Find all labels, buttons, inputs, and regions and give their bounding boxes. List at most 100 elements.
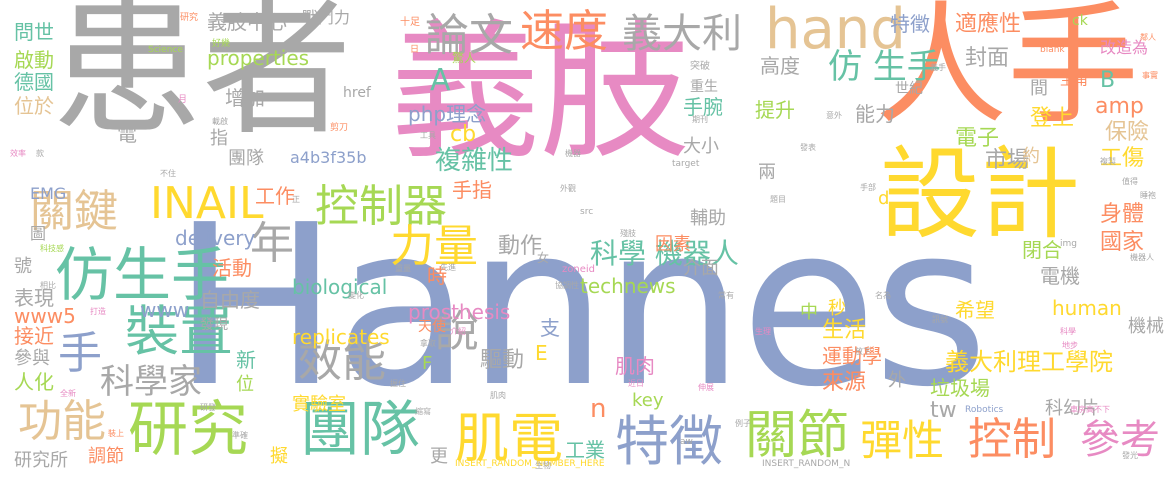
word-chongsheng: 重生	[690, 79, 718, 95]
word-cankao: 參考	[1080, 417, 1160, 463]
word-biological: biological	[292, 275, 388, 299]
word-inail: INAIL	[150, 178, 264, 229]
word-suoxie: 縮寫	[415, 407, 431, 416]
word-yue: 約	[1022, 146, 1040, 167]
word-kuan: 款	[36, 149, 44, 158]
word-php: php理念	[408, 102, 487, 126]
word-kexue-jiqiren: 科學 機器人	[590, 237, 739, 270]
word-liang: 兩	[758, 162, 776, 183]
word-gongneng: 功能	[18, 396, 106, 447]
word-biaoxian: 表現	[14, 286, 54, 310]
word-jiqi: 機器	[565, 149, 581, 158]
word-dianzi: 電子	[955, 126, 1000, 151]
word-kejigan: 科技感	[40, 244, 64, 253]
word-xietiaoxing: 協調性	[555, 281, 579, 290]
word-target: target	[672, 159, 700, 169]
word-shishi: 事實	[1142, 71, 1158, 80]
word-jirou: 肌肉	[615, 354, 655, 378]
word-prosthesis: prosthesis	[408, 300, 511, 324]
word-ck: ck	[1072, 13, 1088, 29]
word-lizi: 例子	[735, 419, 751, 428]
word-liliang: 力量	[390, 221, 478, 272]
word-shenti: 身體	[1100, 202, 1145, 227]
word-haoji: 好幾	[212, 39, 231, 49]
word-shiyanshi: 實驗室	[292, 394, 346, 415]
word-dianji: 電機	[1040, 264, 1080, 288]
word-jinri: 近日	[628, 379, 644, 388]
word-xiwang: 希望	[955, 298, 995, 322]
word-src: src	[580, 207, 594, 217]
word-canzhi: 殘肢	[620, 229, 636, 238]
word-fengmian: 封面	[965, 46, 1010, 71]
word-f: F	[422, 353, 433, 374]
word-faguang: 發光	[1122, 451, 1138, 460]
word-gaodu: 高度	[760, 54, 800, 78]
word-replicates: replicates	[292, 325, 390, 349]
word-zhandouli: 戰鬥力	[302, 8, 351, 27]
word-dian: 電	[117, 122, 137, 146]
word-gongju: 工具	[420, 131, 436, 140]
word-xianjin: 先進	[440, 263, 456, 272]
word-nv: 女	[537, 251, 550, 265]
word-changyou: 常有	[718, 291, 734, 300]
word-tianshi: 天使	[418, 319, 446, 335]
word-nengli: 能力	[855, 102, 895, 126]
word-naqu: 拿取	[420, 339, 436, 348]
word-zhide: 值得	[1122, 177, 1138, 186]
word-blank: blank	[1040, 45, 1065, 55]
word-zhuangshang: 裝上	[108, 429, 124, 438]
word-guanjie: 關節	[745, 406, 850, 466]
word-n: n	[590, 394, 607, 424]
word-yanfa: 研發	[200, 403, 216, 412]
word-hannes: Hannes	[172, 178, 989, 436]
word-dongzuo: 動作	[498, 234, 543, 259]
word-shichang: 市場	[985, 148, 1030, 173]
word-zhongliang: 重量	[395, 264, 411, 273]
word-robotics: Robotics	[965, 405, 1004, 415]
word-shouwan: 手腕	[683, 95, 723, 119]
word-yizhi: 義肢	[390, 6, 691, 180]
word-tiaojie: 調節	[88, 446, 124, 467]
word-www: www	[140, 298, 190, 322]
word-qudong: 驅動	[480, 348, 525, 373]
word-gongshang: 工傷	[1100, 146, 1145, 171]
word-dazao: 打造	[90, 307, 106, 316]
word-img: img	[1060, 239, 1077, 249]
word-laiyuan: 來源	[822, 370, 867, 395]
word-weiyu: 位於	[14, 94, 54, 118]
word-hash: a4b3f35b	[290, 148, 367, 167]
word-linren: 鄰人	[1140, 33, 1156, 42]
word-fuzhi: 複製	[1100, 157, 1116, 166]
word-shoubu: 手部	[860, 183, 876, 192]
word-fangshengshou-sm: 仿 生手	[828, 47, 941, 87]
word-shizu: 十足	[400, 17, 420, 28]
word-sheji: 設計	[880, 136, 1080, 253]
word-dengshang: 登上	[1030, 106, 1075, 131]
word-jingren: 驚人	[452, 51, 477, 65]
word-emg: EMG	[30, 184, 67, 203]
word-zhuangzhi: 裝置	[125, 300, 233, 363]
word-lajichang: 垃圾場	[930, 376, 990, 400]
word-shiji: 世紀	[895, 81, 923, 97]
word-zhunque: 準確	[232, 431, 248, 440]
word-yue2: 月	[178, 95, 188, 105]
word-yishou: 義手	[930, 63, 946, 72]
word-miao: 秒	[828, 298, 846, 319]
word-ni: 擬	[270, 446, 288, 467]
word-zheng: 正	[292, 195, 300, 204]
word-e: E	[535, 341, 548, 365]
word-shengwu: 生物	[535, 461, 551, 470]
word-jiqiren-sm: 機器人	[1130, 253, 1154, 262]
word-chefang: 車房高不下	[1070, 405, 1110, 414]
word-xiangbi: 相比	[40, 281, 56, 290]
word-ri: 日	[410, 45, 420, 55]
word-shouzhi: 手指	[452, 178, 492, 202]
word-waiguan: 外觀	[560, 184, 576, 193]
word-shengli: 生理	[755, 327, 771, 336]
word-guanjian: 關鍵	[30, 186, 118, 237]
word-insert-random-n: INSERT_RANDOM_N	[762, 459, 851, 469]
word-properties: properties	[207, 46, 310, 70]
word-tisheng: 提升	[755, 98, 795, 122]
word-tuandui: 團隊	[300, 395, 420, 465]
word-zhi: 支	[540, 316, 560, 340]
